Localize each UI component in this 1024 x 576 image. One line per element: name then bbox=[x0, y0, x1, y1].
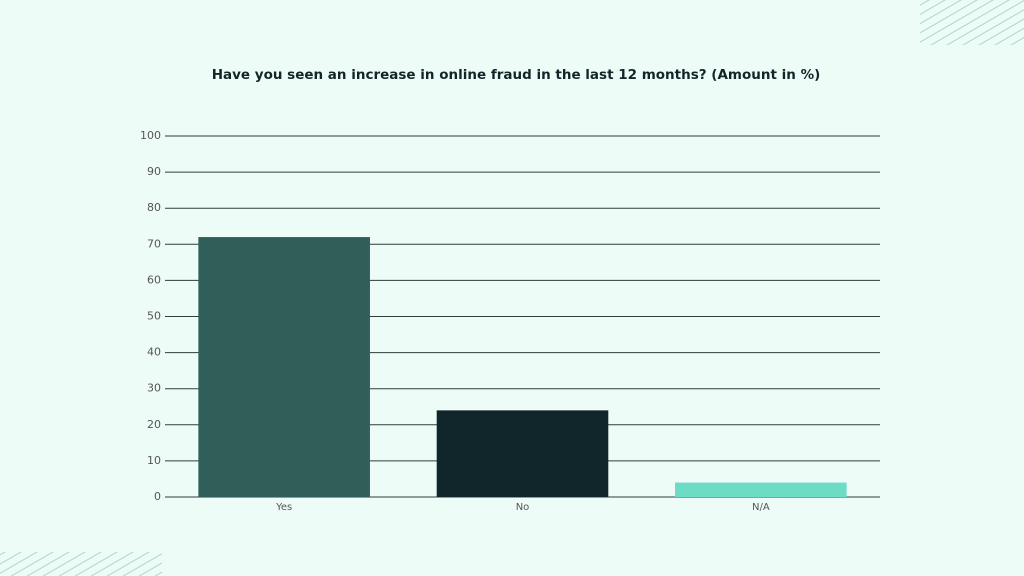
y-tick-label: 90 bbox=[147, 165, 161, 178]
y-tick-label: 30 bbox=[147, 382, 161, 395]
decoration bbox=[0, 552, 162, 576]
y-tick-label: 60 bbox=[147, 273, 161, 286]
y-tick-label: 40 bbox=[147, 346, 161, 359]
y-tick-label: 10 bbox=[147, 454, 161, 467]
x-tick-label: N/A bbox=[752, 502, 770, 513]
chart-title: Have you seen an increase in online frau… bbox=[212, 67, 821, 83]
y-tick-label: 50 bbox=[147, 310, 161, 323]
decoration bbox=[920, 0, 1024, 45]
y-tick-label: 0 bbox=[154, 490, 161, 503]
bar bbox=[198, 237, 370, 497]
y-tick-label: 70 bbox=[147, 237, 161, 250]
y-tick-label: 80 bbox=[147, 201, 161, 214]
bar bbox=[675, 482, 847, 497]
y-tick-label: 100 bbox=[140, 129, 161, 142]
x-tick-label: Yes bbox=[275, 502, 292, 513]
x-tick-label: No bbox=[516, 502, 530, 513]
y-tick-label: 20 bbox=[147, 418, 161, 431]
bar bbox=[436, 410, 609, 497]
